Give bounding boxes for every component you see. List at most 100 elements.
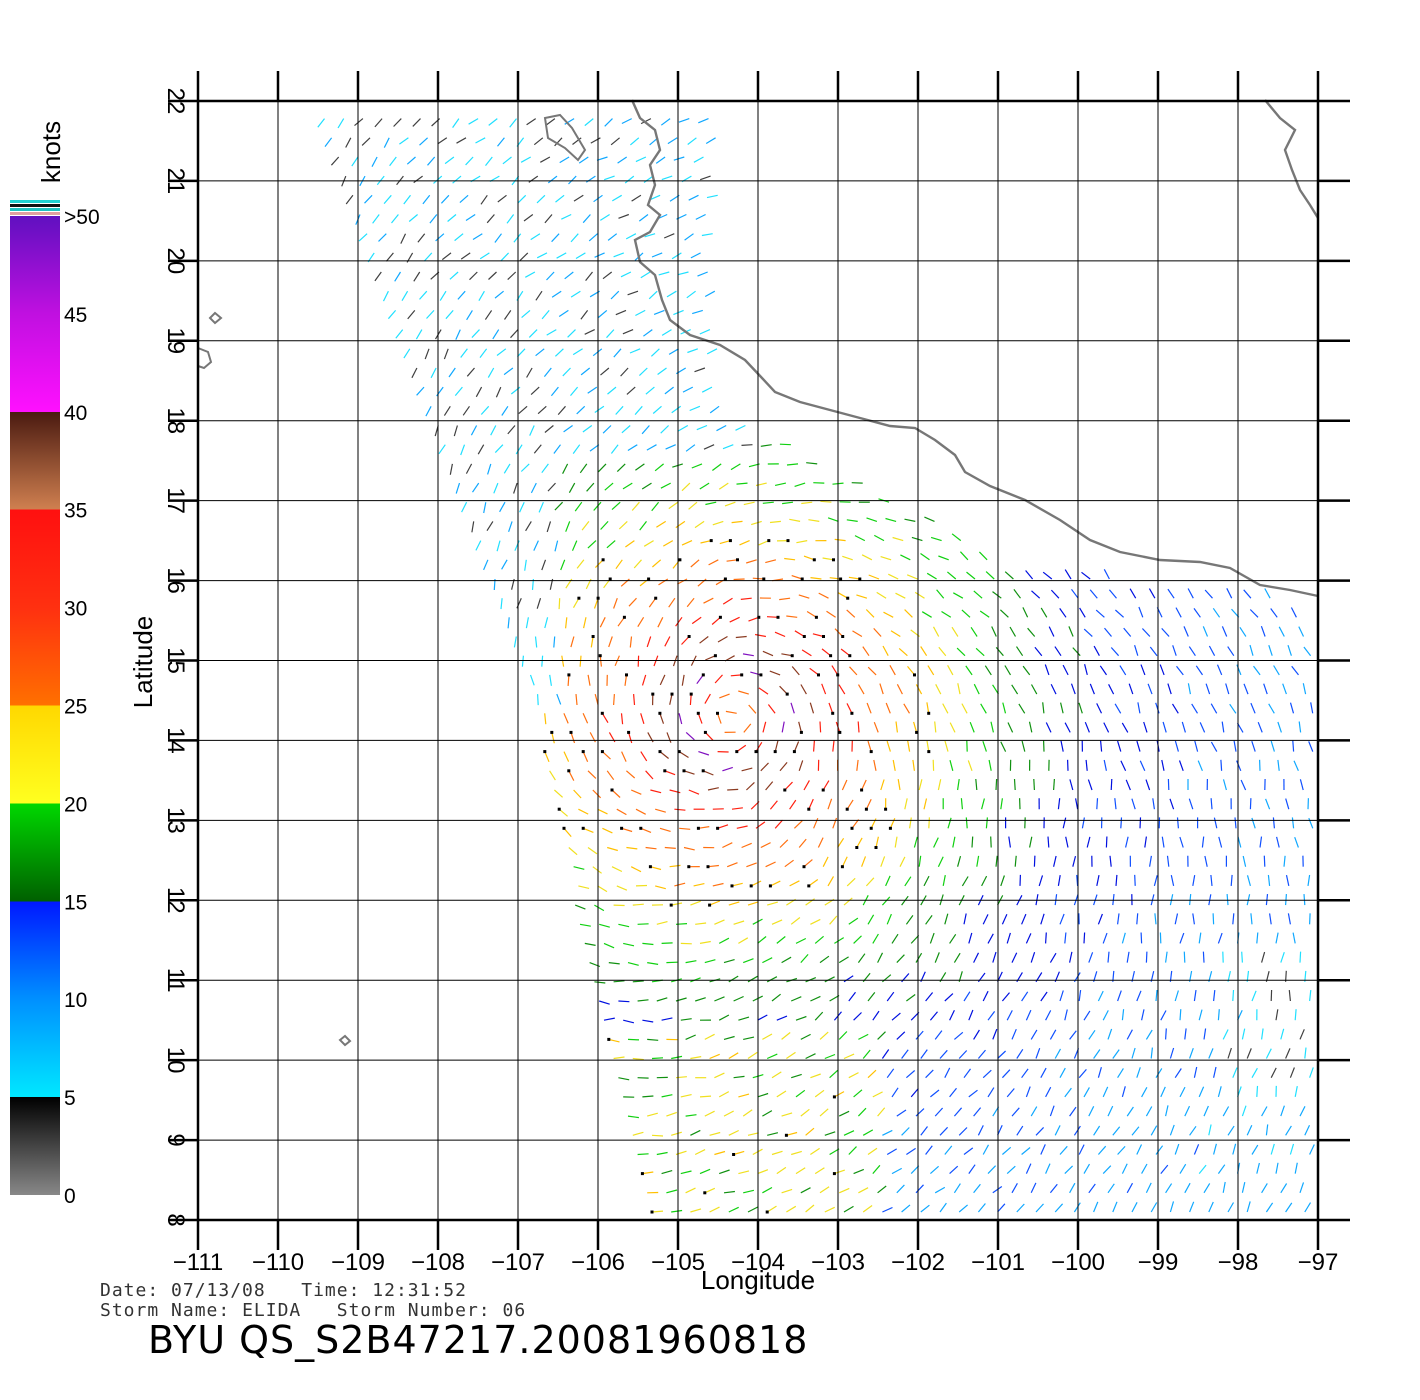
wind-vector: [992, 1186, 1003, 1194]
wind-vector: [587, 674, 591, 686]
wind-vector: [492, 329, 500, 340]
rain-flag: [799, 730, 803, 734]
wind-vector: [640, 271, 651, 279]
wind-vector: [607, 233, 618, 241]
wind-vector: [1048, 626, 1055, 637]
wind-vector: [1049, 1183, 1058, 1194]
wind-vector: [1280, 1183, 1288, 1194]
wind-vector: [1270, 608, 1278, 618]
wind-vector: [618, 213, 630, 219]
wind-vector: [1285, 798, 1290, 810]
wind-vector: [690, 559, 700, 568]
wind-vector: [657, 367, 667, 375]
wind-vector: [784, 859, 794, 868]
wind-vector: [963, 913, 967, 925]
wind-vector: [975, 778, 978, 791]
wind-vector: [546, 329, 557, 336]
rain-flag: [832, 558, 835, 562]
wind-vector: [838, 956, 849, 964]
wind-vector: [1030, 1182, 1037, 1194]
wind-vector: [968, 932, 973, 944]
wind-vector: [704, 1187, 716, 1194]
wind-vector: [981, 875, 988, 887]
wind-vector: [479, 348, 488, 358]
wind-vector: [726, 862, 738, 868]
wind-vector: [967, 760, 973, 772]
wind-vector: [1176, 665, 1184, 676]
wind-vector: [846, 703, 853, 714]
wind-vector: [570, 732, 576, 744]
wind-vector: [875, 836, 879, 848]
wind-vector: [688, 789, 700, 795]
wind-vector: [554, 137, 563, 147]
wind-vector: [671, 1131, 682, 1136]
wind-vector: [622, 482, 633, 490]
wind-vector: [709, 405, 720, 414]
wind-vector: [1112, 894, 1115, 906]
wind-vector: [1251, 1144, 1259, 1155]
wind-vector: [371, 156, 378, 167]
wind-vector: [669, 693, 673, 705]
wind-vector: [1000, 798, 1003, 810]
date-value: 07/13/08: [171, 1280, 266, 1301]
wind-vector: [656, 1151, 668, 1156]
rain-flag: [608, 577, 612, 581]
rain-flag: [831, 711, 835, 715]
wind-vector: [771, 919, 783, 925]
wind-vector: [1125, 779, 1131, 791]
rain-flag: [567, 673, 571, 677]
wind-vector: [714, 1072, 725, 1079]
wind-vector: [896, 954, 905, 964]
wind-vector: [616, 808, 627, 816]
wind-vector: [1001, 992, 1010, 1002]
wind-vector: [625, 540, 635, 548]
wind-vector: [1068, 626, 1074, 637]
wind-vector: [1179, 1163, 1187, 1174]
wind-vector: [1236, 760, 1242, 772]
wind-vector: [664, 770, 676, 776]
wind-vector: [1217, 1086, 1222, 1098]
wind-vector: [1016, 1203, 1025, 1213]
wind-vector: [551, 233, 560, 243]
wind-vector: [599, 617, 606, 628]
wind-vector: [1069, 951, 1073, 963]
wind-vector: [1167, 683, 1172, 695]
wind-vector: [565, 521, 571, 532]
wind-vector: [1241, 951, 1243, 963]
wind-vector: [926, 572, 937, 580]
wind-vector: [846, 799, 854, 810]
wind-vector: [743, 501, 755, 506]
longitude-tick-label: −102: [891, 1249, 945, 1276]
wind-vector: [774, 631, 786, 638]
wind-vector: [437, 137, 448, 145]
wind-vector: [707, 864, 719, 868]
wind-vector: [438, 444, 446, 455]
wind-vector: [1210, 703, 1218, 714]
wind-vector: [563, 751, 570, 762]
wind-vector: [393, 118, 402, 127]
wind-vector: [553, 636, 556, 648]
wind-vector: [1139, 760, 1146, 772]
wind-vector: [443, 405, 451, 416]
wind-vector: [769, 800, 778, 810]
wind-vector: [613, 597, 618, 609]
wind-vector: [575, 694, 578, 706]
wind-vector: [1195, 665, 1203, 676]
wind-vector: [460, 348, 468, 358]
wind-vector: [1193, 1066, 1198, 1078]
wind-vector: [842, 555, 853, 561]
wind-vector: [928, 817, 930, 829]
wind-vector: [867, 992, 876, 1002]
wind-vector: [699, 329, 711, 335]
wind-vector: [877, 1031, 886, 1040]
wind-vector: [351, 156, 359, 167]
rain-flag: [821, 788, 825, 792]
wind-vector: [1078, 990, 1082, 1002]
wind-vector: [1174, 740, 1179, 752]
rain-flag: [848, 654, 852, 658]
wind-vector: [949, 722, 956, 733]
wind-vector: [563, 425, 573, 433]
wind-vector: [607, 386, 617, 395]
wind-vector: [361, 137, 371, 146]
wind-vector: [1198, 1009, 1203, 1021]
